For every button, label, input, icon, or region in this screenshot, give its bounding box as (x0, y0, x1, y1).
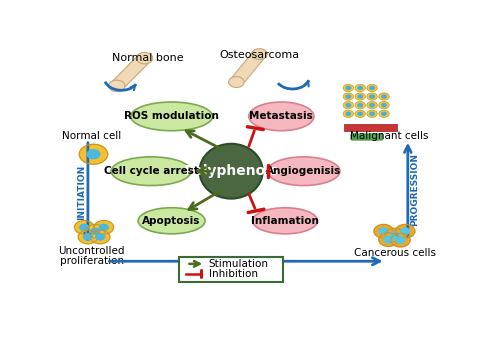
Circle shape (99, 224, 108, 231)
Circle shape (74, 221, 94, 234)
FancyBboxPatch shape (344, 124, 397, 131)
Text: proliferation: proliferation (60, 256, 124, 266)
Circle shape (84, 234, 92, 240)
Circle shape (96, 234, 105, 240)
FancyBboxPatch shape (179, 257, 283, 282)
Text: Cell cycle arrest: Cell cycle arrest (104, 166, 199, 176)
Ellipse shape (252, 208, 318, 234)
Circle shape (367, 84, 377, 92)
Circle shape (358, 104, 362, 107)
Circle shape (355, 110, 365, 117)
Ellipse shape (138, 208, 205, 234)
Circle shape (252, 49, 267, 60)
Circle shape (358, 112, 362, 115)
Text: Osteosarcoma: Osteosarcoma (219, 50, 299, 60)
Circle shape (379, 233, 398, 246)
Circle shape (87, 150, 100, 159)
Ellipse shape (249, 102, 314, 131)
Text: Malignant cells: Malignant cells (350, 131, 429, 141)
Circle shape (346, 95, 350, 98)
Circle shape (382, 95, 386, 98)
Text: PROGRESSION: PROGRESSION (409, 153, 419, 226)
Ellipse shape (200, 144, 263, 199)
Circle shape (367, 101, 377, 109)
Circle shape (91, 230, 110, 244)
Circle shape (108, 80, 125, 92)
FancyBboxPatch shape (230, 51, 266, 85)
Text: Apoptosis: Apoptosis (143, 216, 201, 226)
Text: PROMOTION: PROMOTION (208, 269, 284, 279)
Text: ROS modulation: ROS modulation (124, 112, 219, 121)
Circle shape (396, 237, 405, 243)
Circle shape (379, 110, 389, 117)
Text: Polyphenols: Polyphenols (183, 164, 279, 178)
Circle shape (94, 221, 114, 234)
Circle shape (85, 224, 105, 238)
Ellipse shape (131, 102, 213, 131)
Circle shape (343, 110, 353, 117)
Circle shape (358, 95, 362, 98)
Text: Metastasis: Metastasis (250, 112, 313, 121)
Text: Stimulation: Stimulation (209, 259, 269, 269)
Circle shape (80, 224, 88, 231)
Circle shape (358, 86, 362, 89)
Circle shape (401, 228, 409, 234)
Text: Inflamation: Inflamation (251, 216, 319, 226)
Circle shape (228, 77, 244, 87)
Text: Normal cell: Normal cell (62, 131, 121, 141)
Circle shape (136, 52, 153, 64)
Text: Angiogenisis: Angiogenisis (266, 166, 341, 176)
Circle shape (78, 230, 97, 244)
Circle shape (370, 104, 374, 107)
Circle shape (382, 112, 386, 115)
Circle shape (91, 228, 100, 234)
Text: Normal bone: Normal bone (112, 53, 183, 63)
Ellipse shape (111, 157, 191, 185)
Text: Cancerous cells: Cancerous cells (354, 248, 436, 258)
Circle shape (370, 112, 374, 115)
Ellipse shape (267, 157, 340, 185)
Circle shape (343, 93, 353, 100)
Circle shape (379, 101, 389, 109)
Circle shape (390, 232, 399, 238)
Circle shape (374, 224, 393, 238)
Circle shape (396, 224, 415, 238)
Circle shape (385, 228, 405, 242)
Circle shape (343, 84, 353, 92)
Circle shape (391, 233, 410, 247)
Circle shape (346, 112, 350, 115)
Circle shape (379, 93, 389, 100)
Circle shape (382, 104, 386, 107)
Circle shape (346, 86, 350, 89)
Circle shape (367, 110, 377, 117)
Circle shape (355, 84, 365, 92)
Circle shape (346, 104, 350, 107)
Text: Uncontrolled: Uncontrolled (59, 246, 125, 256)
Text: Inhibition: Inhibition (209, 269, 258, 279)
Circle shape (367, 93, 377, 100)
Circle shape (370, 95, 374, 98)
FancyBboxPatch shape (110, 55, 151, 89)
Circle shape (370, 86, 374, 89)
Circle shape (355, 93, 365, 100)
Text: INITIATION: INITIATION (77, 164, 86, 220)
Circle shape (343, 101, 353, 109)
FancyBboxPatch shape (351, 134, 383, 140)
Circle shape (384, 237, 393, 243)
Circle shape (379, 228, 388, 234)
Circle shape (79, 144, 108, 164)
Circle shape (355, 101, 365, 109)
